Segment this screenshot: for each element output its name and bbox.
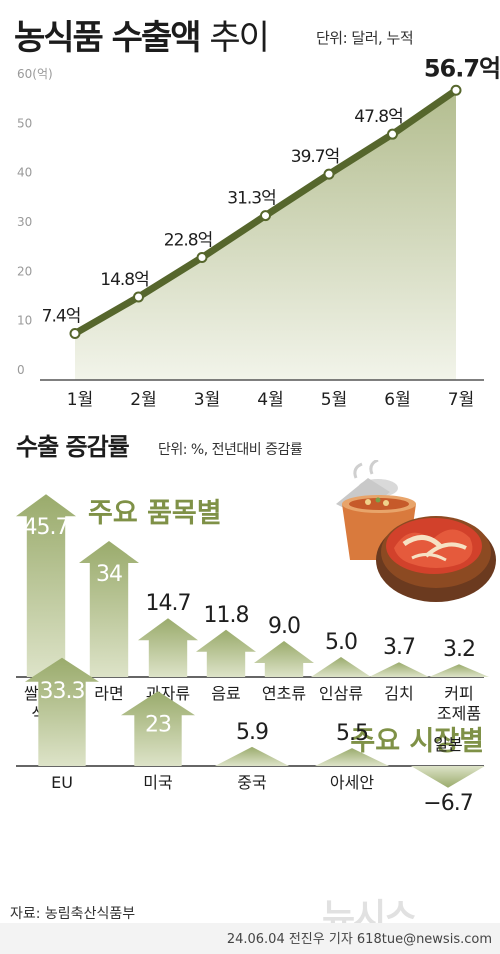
data-label: 14.8억 [100,270,149,290]
food-illustration [336,460,496,602]
items-value-label: 5.0 [325,630,357,655]
items-category-label: 조제품 [437,704,481,723]
items-category-label: 음료 [211,684,240,703]
data-label: 31.3억 [227,189,276,209]
items-category-label: 인삼류 [319,684,363,703]
x-tick-label: 3월 [194,390,220,410]
items-value-label: 9.0 [268,614,300,639]
markets-value-label: 33.3 [40,679,85,704]
data-label: 7.4억 [42,306,81,326]
items-value-label: 3.2 [443,637,475,662]
footer-bar [0,923,500,954]
kimchi-bowl-icon [376,516,496,602]
items-arrow-bar [254,641,314,677]
markets-arrow-bar [121,691,195,766]
markets-value-label: 5.5 [336,721,368,746]
markets-arrow-bar [215,746,289,766]
markets-category-label: EU [51,773,73,792]
markets-value-label: 23 [145,712,171,737]
items-arrow-bar [429,664,489,677]
cup-noodle-icon [336,460,416,560]
markets-category-label: 중국 [237,773,266,792]
markets-group-title: 주요 시장별 [350,726,484,757]
data-label: 22.8억 [164,231,213,251]
items-value-label: 11.8 [204,603,249,628]
title-light: 추이 [209,18,270,58]
y-tick-label: 0 [17,363,25,377]
markets-category-label: 아세안 [330,773,374,792]
export-line-chart: 0 10 20 30 40 50 60(억) 7.4억 14.8억 22.8억 31.3억 39.7억… [17,54,500,410]
y-tick-label: 60(억) [17,67,53,81]
items-value-label: 3.7 [383,635,415,660]
data-point [450,84,462,96]
section-unit: 단위: %, 전년대비 증감률 [158,442,303,458]
credit-line: 24.06.04 전진우 기자 618tue@newsis.com [226,932,492,947]
markets-arrow-bar [315,748,389,766]
items-arrow-bar [138,618,198,677]
y-tick-label: 20 [17,264,32,278]
items-arrow-bar [79,541,139,677]
items-arrow-bar [16,494,76,677]
y-tick-label: 10 [17,314,32,328]
data-point [260,210,271,222]
y-tick-label: 50 [17,116,32,130]
x-tick-label: 6월 [384,390,410,410]
page-title: 농식품 수출액 추이 [14,10,270,59]
markets-value-label: 5.9 [236,720,268,745]
items-value-label: 45.7 [24,515,69,540]
area-fill [75,90,456,380]
x-tick-label: 7월 [448,390,474,410]
markets-arrow-bar [25,657,99,766]
items-category-label: 김치 [384,684,413,703]
x-tick-label: 4월 [257,390,283,410]
y-tick-label: 40 [17,166,32,180]
data-label: 39.7억 [291,147,340,167]
items-group-title: 주요 품목별 [88,498,222,529]
data-label: 56.7억 [424,54,500,82]
items-category-label: 커피 [444,684,473,703]
items-category-label: 연초류 [262,684,306,703]
items-value-label: 14.7 [146,591,191,616]
title-bold: 농식품 수출액 [14,18,202,58]
y-tick-label: 30 [17,215,32,229]
data-point [196,252,208,264]
growth-bar-charts: 주요 품목별 주요 시장별 45.7쌀가공식품34라면14.7과자류11.8음료… [16,494,489,816]
data-source: 자료: 농림축산식품부 [10,906,136,922]
items-arrow-bar [369,662,429,677]
x-tick-label: 5월 [321,390,347,410]
items-arrow-bar [311,657,371,677]
data-point [387,128,398,140]
x-tick-label: 1월 [67,390,93,410]
markets-category-label: 미국 [143,773,172,792]
data-point [69,327,81,339]
items-category-label: 라면 [94,684,123,703]
x-tick-label: 2월 [130,390,156,410]
items-value-label: 34 [96,562,122,587]
data-point [133,291,144,303]
title-unit: 단위: 달러, 누적 [316,29,414,47]
items-arrow-bar [196,629,256,677]
markets-value-label: −6.7 [423,791,472,816]
markets-category-label: 일본 [433,735,462,754]
markets-arrow-bar [411,766,485,788]
section-title: 수출 증감률 [16,433,130,461]
data-point [323,168,335,180]
data-label: 47.8억 [354,107,403,127]
